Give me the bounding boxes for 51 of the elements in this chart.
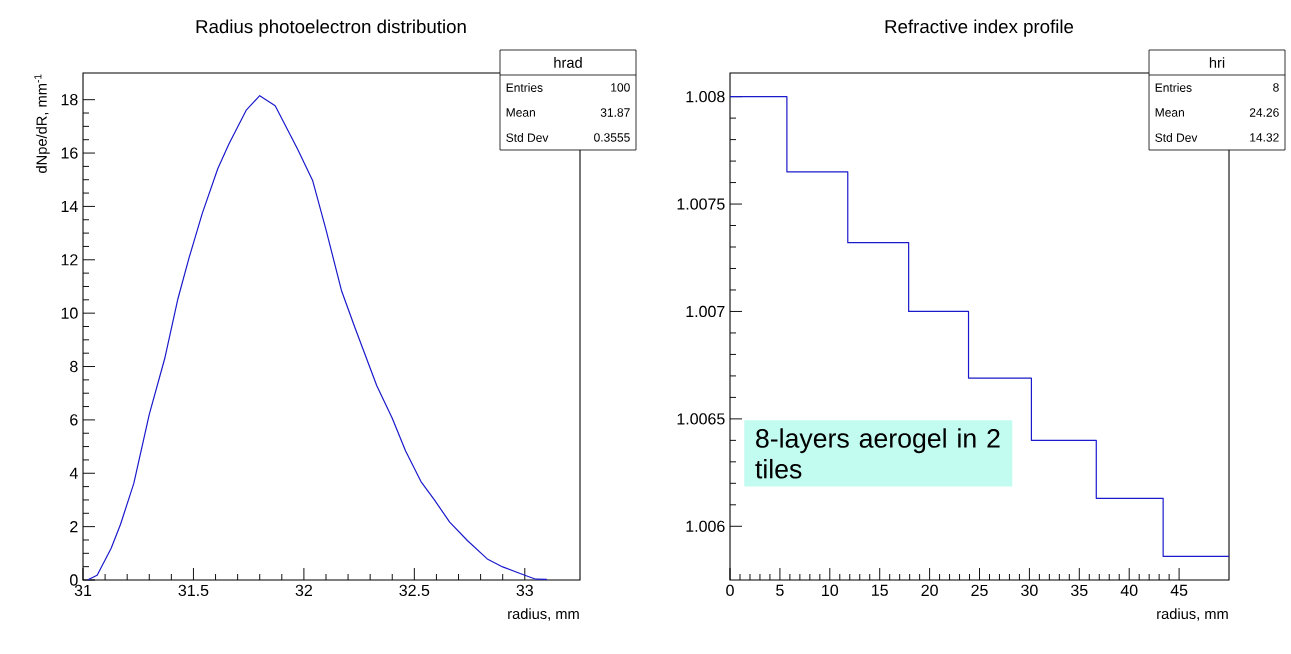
x-tick-label: 25 [971,584,988,597]
x-tick-label: 0 [726,584,734,597]
chart-title: Radius photoelectron distribution [196,19,466,37]
x-tick-label: 40 [1120,584,1138,597]
x-tick-label: 31 [74,584,92,597]
text: hrad [554,57,582,68]
x-tick-label: 32 [295,584,312,597]
annotation: Std Dev [1155,133,1198,142]
text: 8 [1273,83,1279,92]
y-tick-label: 4 [69,467,78,479]
chart-title: Refractive index profile [885,19,1074,37]
y-tick-label: 18 [61,94,78,106]
y-tick-label: 10 [61,307,78,319]
y-tick-label: 0 [70,574,78,586]
annotation: Entries [506,83,543,92]
annotation: Entries [1155,83,1192,92]
y-tick-label: 1.007 [686,305,725,318]
y-tick-label: 1.006 [686,520,725,532]
annotation: Std Dev [506,133,549,142]
x-tick-label: 10 [822,584,839,597]
line-series [86,95,548,580]
x-tick-label: 45 [1170,584,1188,596]
y-tick-label: 16 [61,147,78,159]
text: 100 [611,83,630,92]
text: 14.32 [1250,133,1279,142]
text: 0.3555 [594,133,630,142]
x-tick-label: 30 [1021,584,1038,597]
x-axis-title: radius, mm [1157,608,1228,621]
x-tick-label: 20 [921,584,938,597]
x-tick-label: 5 [776,584,784,596]
x-axis-title: radius, mm [508,608,579,621]
x-tick-label: 35 [1071,584,1088,597]
annotation: 8-layers aerogel in 2 tiles [755,428,1000,479]
y-tick-label: 14 [61,200,78,212]
x-tick-label: 32.5 [399,584,430,597]
x-tick-label: 33 [516,584,533,597]
annotation: Mean [506,108,535,117]
x-tick-label: 31.5 [178,584,209,597]
y-tick-label: 1.008 [686,90,725,103]
y-tick-label: 6 [70,414,78,426]
y-tick-label: 2 [70,521,78,533]
y-axis-title: dNpe/dR, mm$^{-1}$ [34,74,50,173]
y-tick-label: 1.0075 [677,198,725,210]
annotation: Mean [1155,108,1184,117]
text: 31.87 [600,108,630,117]
y-tick-label: 8 [70,360,78,373]
x-tick-label: 15 [872,584,888,596]
y-tick-label: 1.0065 [677,413,725,425]
text: hri [1209,57,1225,68]
y-tick-label: 12 [61,254,78,266]
text: 24.26 [1249,108,1279,117]
